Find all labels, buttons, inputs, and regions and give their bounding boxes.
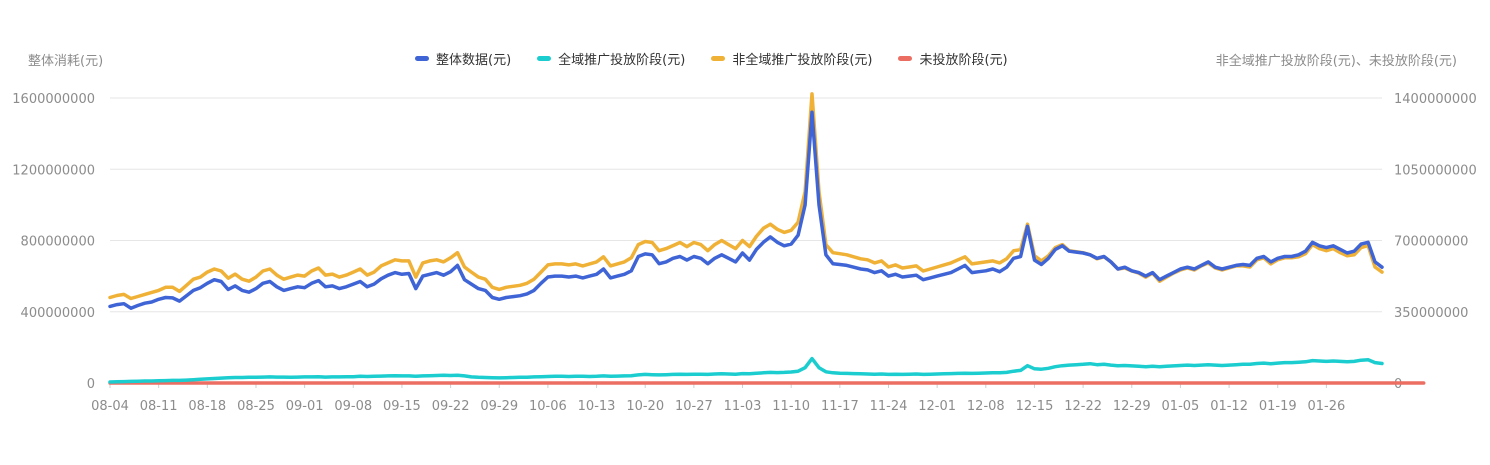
x-tick-label: 01-05 (1162, 399, 1200, 414)
x-tick-label: 11-10 (772, 399, 810, 414)
x-tick-label: 12-29 (1113, 399, 1151, 414)
y-right-tick-label: 1050000000 (1394, 163, 1477, 178)
x-tick-label: 09-01 (286, 399, 324, 414)
x-tick-label: 08-11 (140, 399, 178, 414)
legend-item-full-domain[interactable]: 全域推广投放阶段(元) (537, 49, 685, 68)
left-axis-title: 整体消耗(元) (28, 54, 104, 69)
x-tick-label: 10-06 (529, 399, 567, 414)
legend-item-not-launched[interactable]: 未投放阶段(元) (898, 49, 1008, 68)
series-line-1 (108, 356, 1384, 384)
x-tick-label: 09-08 (334, 399, 372, 414)
x-tick-label: 09-15 (383, 399, 421, 414)
x-tick-label: 12-08 (967, 399, 1005, 414)
legend-item-non-full-domain[interactable]: 非全域推广投放阶段(元) (711, 49, 872, 68)
legend-label-overall: 整体数据(元) (436, 53, 512, 68)
x-tick-label: 12-22 (1064, 399, 1102, 414)
x-tick-label: 01-19 (1259, 399, 1297, 414)
legend: 整体数据(元) 全域推广投放阶段(元) 非全域推广投放阶段(元) 未投放阶段(元… (415, 49, 1008, 68)
series-line-0 (108, 110, 1384, 310)
y-left-tick-label: 800000000 (21, 235, 95, 250)
legend-marker-non-full-domain (711, 56, 726, 61)
x-tick-label: 09-22 (432, 399, 470, 414)
x-tick-label: 08-18 (188, 399, 226, 414)
x-tick-label: 08-25 (237, 399, 275, 414)
x-tick-label: 09-29 (480, 399, 518, 414)
x-tick-label: 01-26 (1308, 399, 1346, 414)
y-left-tick-label: 400000000 (21, 306, 95, 321)
x-tick-label: 11-03 (724, 399, 762, 414)
legend-label-non-full-domain: 非全域推广投放阶段(元) (732, 53, 873, 68)
y-right-tick-label: 700000000 (1394, 235, 1468, 250)
x-tick-label: 11-17 (821, 399, 859, 414)
x-tick-label: 08-04 (91, 399, 129, 414)
y-left-tick-label: 1600000000 (12, 92, 95, 107)
x-tick-label: 10-20 (626, 399, 664, 414)
right-axis-title: 非全域推广投放阶段(元)、未投放阶段(元) (1215, 54, 1457, 69)
x-tick-label: 11-24 (870, 399, 908, 414)
x-tick-label: 10-13 (578, 399, 616, 414)
legend-label-not-launched: 未投放阶段(元) (919, 53, 1008, 68)
y-left-tick-label: 0 (87, 377, 95, 392)
y-right-tick-label: 1400000000 (1394, 92, 1477, 107)
legend-marker-overall (415, 56, 429, 61)
legend-label-full-domain: 全域推广投放阶段(元) (558, 53, 686, 68)
legend-item-overall[interactable]: 整体数据(元) (415, 49, 511, 68)
x-tick-label: 12-01 (918, 399, 956, 414)
x-tick-label: 01-12 (1210, 399, 1248, 414)
y-left-tick-label: 1200000000 (12, 163, 95, 178)
legend-marker-full-domain (537, 56, 552, 61)
y-right-tick-label: 350000000 (1394, 306, 1468, 321)
x-tick-label: 12-15 (1016, 399, 1054, 414)
x-tick-label: 10-27 (675, 399, 713, 414)
legend-marker-not-launched (898, 56, 913, 61)
